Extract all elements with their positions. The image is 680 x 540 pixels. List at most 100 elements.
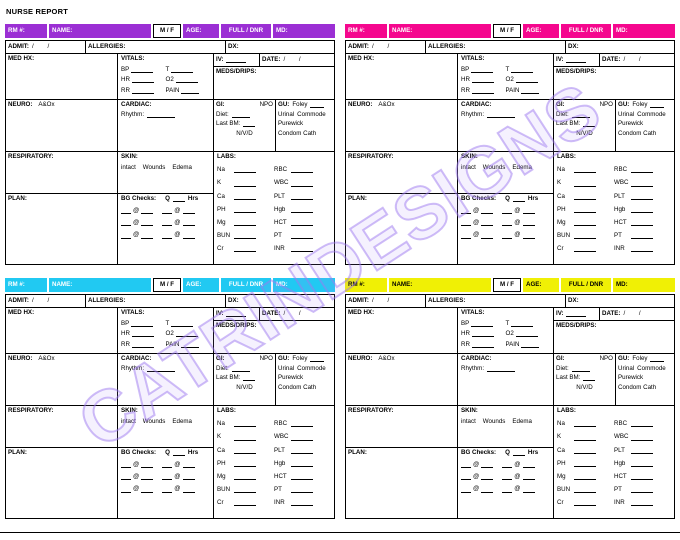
vitals-line-1: BP T <box>121 66 210 73</box>
ph-label: PH <box>217 205 226 213</box>
rhythm-label: Rhythm: <box>461 365 485 373</box>
foley-blank-line <box>650 356 665 363</box>
bp-blank-line <box>131 321 154 327</box>
hr-blank-line <box>471 77 494 84</box>
lab-row: Mg HCT <box>217 467 331 481</box>
vitals-label: VITALS: <box>461 309 485 316</box>
bg-value-line <box>481 220 494 227</box>
diet-label: Diet: <box>556 364 569 372</box>
condom-cath-label: Condom Cath <box>278 129 317 137</box>
bg-time-line <box>461 220 471 227</box>
left-column: RESPIRATORY: PLAN: <box>6 152 118 264</box>
neuro-box: NEURO: A&Ox <box>346 354 458 405</box>
inr-blank-line <box>631 500 653 507</box>
plan-label: PLAN: <box>8 449 27 456</box>
o2-blank-line <box>515 77 538 84</box>
labs-label: LABS: <box>557 153 576 160</box>
skin-options-row: intact Wounds Edema <box>121 164 210 171</box>
intact-label: intact <box>121 418 136 426</box>
aox-label: A&Ox <box>378 101 395 108</box>
code-status-label: FULL / DNR <box>561 24 611 38</box>
plt-label: PLT <box>274 192 285 200</box>
rr-blank-line <box>471 88 494 94</box>
middle-column: SKIN: intact Wounds Edema BG Checks: Q H <box>118 406 214 518</box>
sheet-bottom-edge <box>0 532 680 533</box>
hr-label: HR <box>461 330 470 338</box>
rhythm-line-row: Rhythm: <box>461 111 550 119</box>
rhythm-label: Rhythm: <box>121 365 145 373</box>
plan-label: PLAN: <box>348 449 367 456</box>
plan-box: PLAN: <box>6 448 117 518</box>
admit-date-slashes: / / <box>31 297 50 305</box>
neuro-box: NEURO: A&Ox <box>6 354 118 405</box>
rbc-label: RBC <box>274 166 288 174</box>
bg-check-slot: @ <box>121 485 154 493</box>
cardiac-label: CARDIAC: <box>461 101 492 108</box>
pt-blank-line <box>291 487 313 494</box>
at-symbol: @ <box>514 219 521 227</box>
vitals-line-2: HR O2 <box>121 76 210 84</box>
admit-label: ADMIT: <box>8 43 29 51</box>
neuro-label: NEURO: <box>8 355 33 362</box>
vitals-line-3: RR PAIN <box>121 341 210 348</box>
iv-cell: IV: <box>554 54 600 66</box>
bg-check-slot: @ <box>502 207 535 215</box>
k-label: K <box>557 179 562 187</box>
edema-label: Edema <box>512 164 532 172</box>
cards-grid: RM #: NAME: M / F AGE: FULL / DNR MD: AD… <box>5 24 675 519</box>
nvd-label: N/V/D <box>576 129 593 137</box>
bp-blank-line <box>471 321 494 327</box>
last-bm-row: Last BM: <box>216 120 273 128</box>
rhythm-blank-line <box>147 366 176 373</box>
rhythm-blank-line <box>487 366 516 373</box>
lab-row: K WBC <box>557 173 671 187</box>
diet-row: Diet: <box>216 111 273 118</box>
pain-label: PAIN <box>165 86 180 94</box>
urinal-label: Urinal <box>278 110 295 118</box>
bg-check-row: @ @ <box>121 219 210 227</box>
bp-label: BP <box>121 65 130 73</box>
gu-label: GU: <box>618 101 630 108</box>
gi-label: GI: <box>216 355 225 362</box>
bg-check-slot: @ <box>162 219 195 227</box>
dx-label: DX: <box>228 43 239 51</box>
foley-blank-line <box>310 102 325 109</box>
at-symbol: @ <box>174 485 181 493</box>
k-blank-line <box>234 181 256 187</box>
admit-row: ADMIT: / / ALLERGIES: DX: <box>346 41 674 54</box>
condom-cath-label: Condom Cath <box>618 129 657 137</box>
plan-label: PLAN: <box>8 195 27 202</box>
systems-row: NEURO: A&Ox CARDIAC: Rhythm: GI: NPO <box>346 100 674 152</box>
na-blank-line <box>234 421 256 428</box>
gi-header: GI: NPO <box>216 355 273 362</box>
bg-check-slot: @ <box>162 231 195 239</box>
gu-header: GU: Foley <box>618 355 672 363</box>
rbc-blank-line <box>291 421 313 428</box>
bg-value-line <box>522 487 535 493</box>
foley-blank-line <box>650 102 665 109</box>
gu-label: GU: <box>618 355 630 362</box>
bg-time-line <box>502 487 513 493</box>
bg-check-row: @ @ <box>461 231 550 239</box>
diet-label: Diet: <box>216 110 229 118</box>
last-bm-label: Last BM: <box>556 374 581 382</box>
hct-blank-line <box>291 220 313 227</box>
sex-mf-label: M / F <box>153 278 181 292</box>
skin-options-row: intact Wounds Edema <box>461 164 550 171</box>
ca-blank-line <box>234 194 256 200</box>
bg-time-line <box>162 208 173 215</box>
bg-time-line <box>461 474 471 481</box>
bg-checks-box: BG Checks: Q Hrs @ @ @ @ <box>118 194 213 264</box>
pt-label: PT <box>274 232 282 240</box>
foley-label: Foley <box>632 355 648 362</box>
page-title: NURSE REPORT <box>6 7 68 16</box>
bg-check-slot: @ <box>121 219 154 227</box>
purewick-label: Purewick <box>278 120 304 128</box>
cardiac-box: CARDIAC: Rhythm: <box>458 100 554 151</box>
bun-label: BUN <box>557 486 571 494</box>
iv-cell: IV: <box>214 308 260 320</box>
middle-column: SKIN: intact Wounds Edema BG Checks: Q H <box>118 152 214 264</box>
lab-row: Ca PLT <box>217 187 331 200</box>
med-hx-box: MED HX: <box>346 308 458 353</box>
admit-label: ADMIT: <box>348 297 369 305</box>
